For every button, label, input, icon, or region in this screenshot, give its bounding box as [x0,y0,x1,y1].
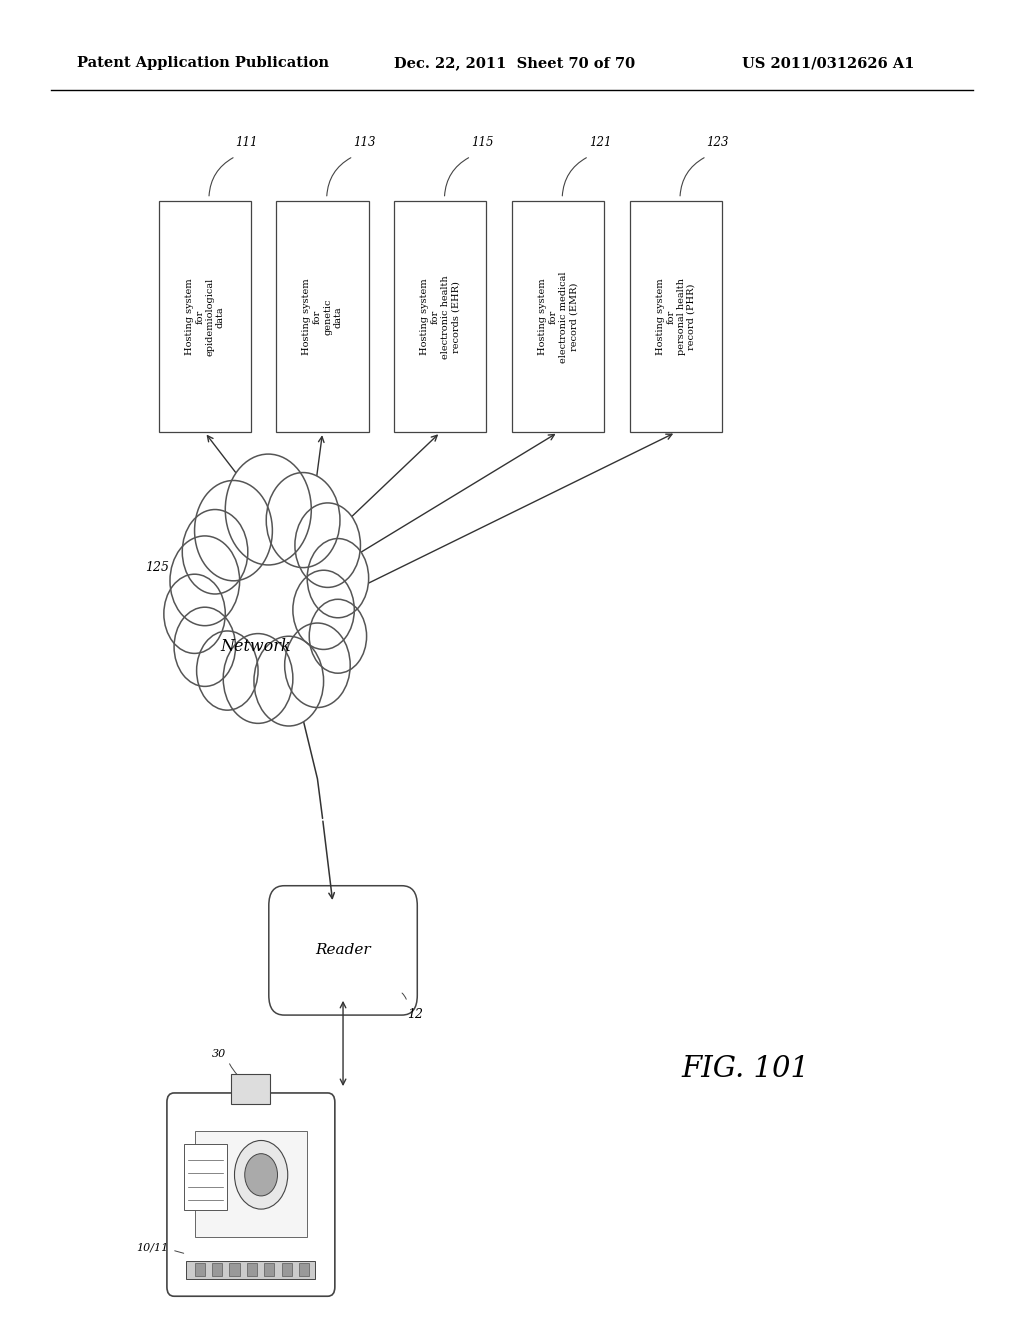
FancyBboxPatch shape [630,202,722,433]
Text: 121: 121 [589,136,611,149]
Text: Hosting system
for
electronic health
records (EHR): Hosting system for electronic health rec… [420,275,461,359]
Circle shape [164,574,225,653]
Text: 30: 30 [212,1048,226,1059]
Text: 123: 123 [707,136,729,149]
Circle shape [234,1140,288,1209]
FancyBboxPatch shape [264,1263,274,1276]
Text: Network: Network [221,639,291,655]
Text: 125: 125 [145,561,169,574]
Circle shape [266,473,340,568]
Text: Dec. 22, 2011  Sheet 70 of 70: Dec. 22, 2011 Sheet 70 of 70 [394,57,635,70]
Text: Hosting system
for
epidemiological
data: Hosting system for epidemiological data [184,277,225,356]
Circle shape [307,539,369,618]
Text: Reader: Reader [315,944,371,957]
Text: Hosting system
for
personal health
record (PHR): Hosting system for personal health recor… [655,279,696,355]
Text: Hosting system
for
genetic
data: Hosting system for genetic data [302,279,343,355]
Text: 115: 115 [471,136,494,149]
Text: Patent Application Publication: Patent Application Publication [77,57,329,70]
FancyBboxPatch shape [276,202,369,433]
Text: FIG. 101: FIG. 101 [681,1055,809,1084]
Text: 10/11: 10/11 [137,1242,169,1253]
Text: 12: 12 [408,1008,423,1022]
FancyBboxPatch shape [186,1261,315,1279]
Circle shape [285,623,350,708]
FancyBboxPatch shape [394,202,486,433]
FancyBboxPatch shape [184,1144,227,1210]
Text: Hosting system
for
electronic medical
record (EMR): Hosting system for electronic medical re… [538,271,579,363]
Text: 113: 113 [353,136,376,149]
Circle shape [195,480,272,581]
FancyBboxPatch shape [167,1093,335,1296]
FancyBboxPatch shape [229,1263,240,1276]
Circle shape [225,454,311,565]
Text: US 2011/0312626 A1: US 2011/0312626 A1 [742,57,914,70]
Circle shape [174,607,236,686]
FancyBboxPatch shape [512,202,604,433]
Circle shape [254,636,324,726]
Circle shape [170,536,240,626]
Circle shape [182,510,248,594]
FancyBboxPatch shape [212,1263,222,1276]
Circle shape [309,599,367,673]
FancyBboxPatch shape [282,1263,292,1276]
FancyBboxPatch shape [268,886,418,1015]
Circle shape [197,631,258,710]
FancyBboxPatch shape [231,1074,270,1104]
FancyBboxPatch shape [247,1263,257,1276]
Circle shape [293,570,354,649]
Circle shape [295,503,360,587]
Circle shape [223,634,293,723]
FancyBboxPatch shape [195,1263,205,1276]
FancyBboxPatch shape [299,1263,309,1276]
FancyBboxPatch shape [195,1131,307,1237]
Text: 111: 111 [236,136,258,149]
Circle shape [245,1154,278,1196]
FancyBboxPatch shape [159,202,251,433]
